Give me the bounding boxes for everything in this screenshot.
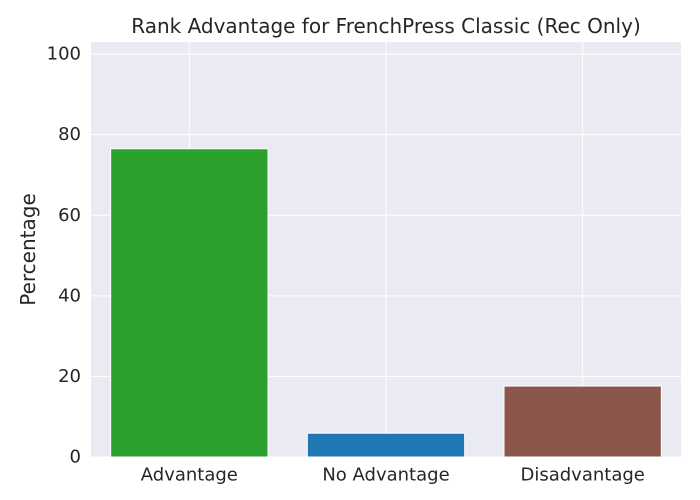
x-tick-label: Advantage: [141, 465, 238, 486]
y-tick-label: 0: [70, 447, 81, 468]
bars: [110, 148, 662, 458]
y-tick-label: 20: [58, 366, 81, 387]
x-tick-label: No Advantage: [322, 465, 449, 486]
y-tick-label: 40: [58, 285, 81, 306]
y-tick-label: 60: [58, 205, 81, 226]
y-tick-label: 80: [58, 124, 81, 145]
y-tick-label: 100: [47, 44, 81, 65]
bar-disadvantage: [503, 385, 662, 458]
x-tick-labels: Advantage No Advantage Disadvantage: [141, 465, 645, 486]
y-tick-labels: 0 20 40 60 80 100: [47, 44, 81, 468]
bar-no-advantage: [306, 432, 466, 458]
x-tick-label: Disadvantage: [520, 465, 644, 486]
bar-advantage: [110, 148, 269, 458]
chart-title: Rank Advantage for FrenchPress Classic (…: [131, 14, 641, 38]
y-axis-label: Percentage: [16, 193, 40, 306]
